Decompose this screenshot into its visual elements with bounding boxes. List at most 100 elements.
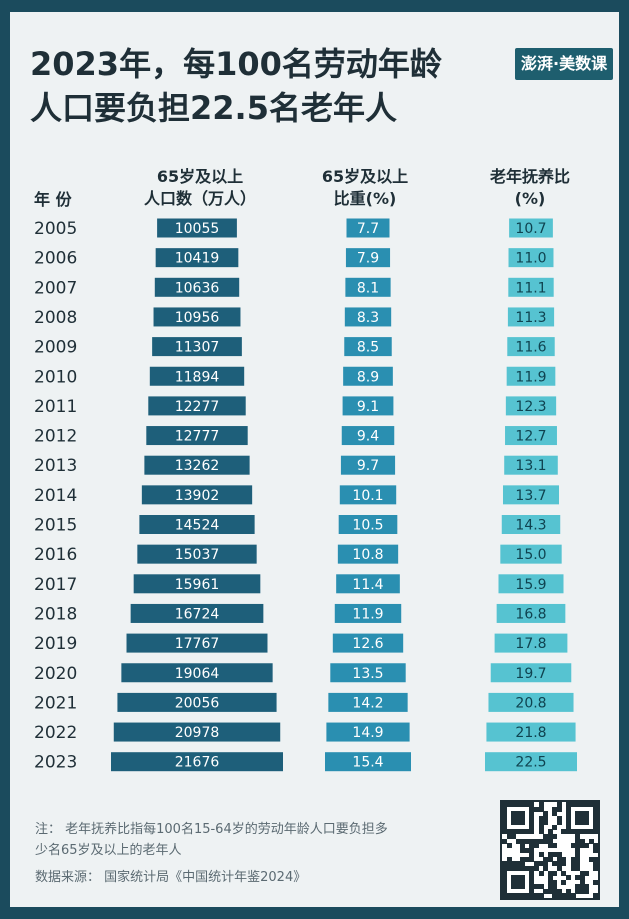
year-label: 2022 [34,723,77,743]
data-label: 10.7 [515,221,546,237]
bar-series-2 [332,633,404,653]
bar-series-3 [490,663,572,683]
data-label: 10055 [175,221,220,237]
bar-series-1 [149,366,245,386]
year-label: 2016 [34,545,77,565]
bar-series-1 [144,455,250,475]
bar-series-2 [325,752,411,772]
year-label: 2015 [34,516,77,536]
bar-series-1 [137,544,257,564]
data-label: 14.2 [352,695,383,711]
bar-series-3 [505,396,557,416]
note-line-2: 少名65岁及以上的老年人 [35,843,182,858]
bar-series-1 [121,663,273,683]
header-ratio-line2: (%) [514,189,546,208]
data-label: 8.1 [357,280,379,296]
data-label: 12277 [175,399,220,415]
data-label: 11.4 [352,577,383,593]
bar-series-1 [157,218,237,238]
bar-series-1 [113,722,281,742]
year-label: 2018 [34,604,77,624]
bar-series-2 [337,544,399,564]
data-label: 20.8 [515,695,546,711]
data-label: 13.5 [352,666,383,682]
data-label: 11.6 [515,340,546,356]
bar-series-1 [152,337,242,357]
bar-series-1 [133,574,261,594]
qr-code-icon [500,800,600,900]
data-label: 15.4 [352,755,383,771]
data-label: 11.3 [515,310,546,326]
data-label: 21.8 [515,725,546,741]
year-label: 2011 [34,397,77,417]
data-label: 11.9 [352,606,383,622]
year-label: 2006 [34,249,77,269]
data-label: 7.9 [357,251,379,267]
year-label: 2007 [34,278,77,298]
bar-series-2 [344,337,392,357]
data-label: 7.7 [357,221,379,237]
bar-series-1 [141,485,253,505]
bar-series-2 [343,366,393,386]
bar-series-3 [505,426,557,446]
data-label: 17767 [175,636,220,652]
data-label: 11.0 [515,251,546,267]
bar-series-2 [341,426,395,446]
bar-series-3 [501,515,561,534]
data-label: 10419 [175,251,220,267]
year-label: 2012 [34,427,77,447]
bar-series-2 [334,603,402,623]
bar-series-3 [502,485,560,505]
data-label: 11.9 [515,369,546,385]
bar-series-1 [148,396,246,416]
data-label: 15.9 [515,577,546,593]
header-population: 65岁及以上 人口数（万人） [120,166,280,210]
data-label: 15961 [175,577,220,593]
data-label: 16.8 [515,606,546,622]
data-label: 13902 [175,488,220,504]
header-ratio: 老年抚养比 (%) [465,166,595,210]
year-label: 2010 [34,367,77,387]
bar-series-3 [485,752,577,772]
data-label: 10956 [175,310,220,326]
data-label: 10.5 [352,518,383,534]
data-label: 20056 [175,695,220,711]
bar-series-1 [155,248,239,268]
bar-series-3 [507,337,555,357]
bar-series-2 [339,485,397,505]
header-year: 年 份 [34,190,72,209]
bar-series-2 [330,663,406,683]
bar-series-2 [345,248,391,268]
year-label: 2023 [34,753,77,773]
data-label: 19064 [175,666,220,682]
data-label: 14.9 [352,725,383,741]
bar-series-1 [126,633,268,653]
year-label: 2019 [34,634,77,654]
bar-series-1 [146,426,248,446]
year-label: 2005 [34,219,77,239]
header-share-line1: 65岁及以上 [321,167,409,186]
bar-series-3 [500,544,562,564]
data-label: 16724 [175,606,220,622]
data-label: 13.7 [515,488,546,504]
year-label: 2009 [34,338,77,358]
data-label: 9.4 [357,429,379,445]
header-population-line1: 65岁及以上 [156,167,244,186]
bar-series-3 [486,722,576,742]
note-line-1: 注： 老年抚养比指每100名15-64岁的劳动年龄人口要负担多 [35,822,388,837]
data-label: 9.7 [357,458,379,474]
bar-series-1 [117,692,277,712]
data-label: 11.1 [515,280,546,296]
bar-series-1 [154,277,240,297]
bar-series-2 [336,574,400,594]
bar-series-3 [508,277,554,297]
bar-series-2 [342,396,394,416]
data-label: 22.5 [515,755,546,771]
data-label: 20978 [175,725,220,741]
bar-series-3 [494,633,568,653]
data-label: 15.0 [515,547,546,563]
data-label: 12.3 [515,399,546,415]
data-label: 13262 [175,458,220,474]
data-label: 12777 [175,429,220,445]
